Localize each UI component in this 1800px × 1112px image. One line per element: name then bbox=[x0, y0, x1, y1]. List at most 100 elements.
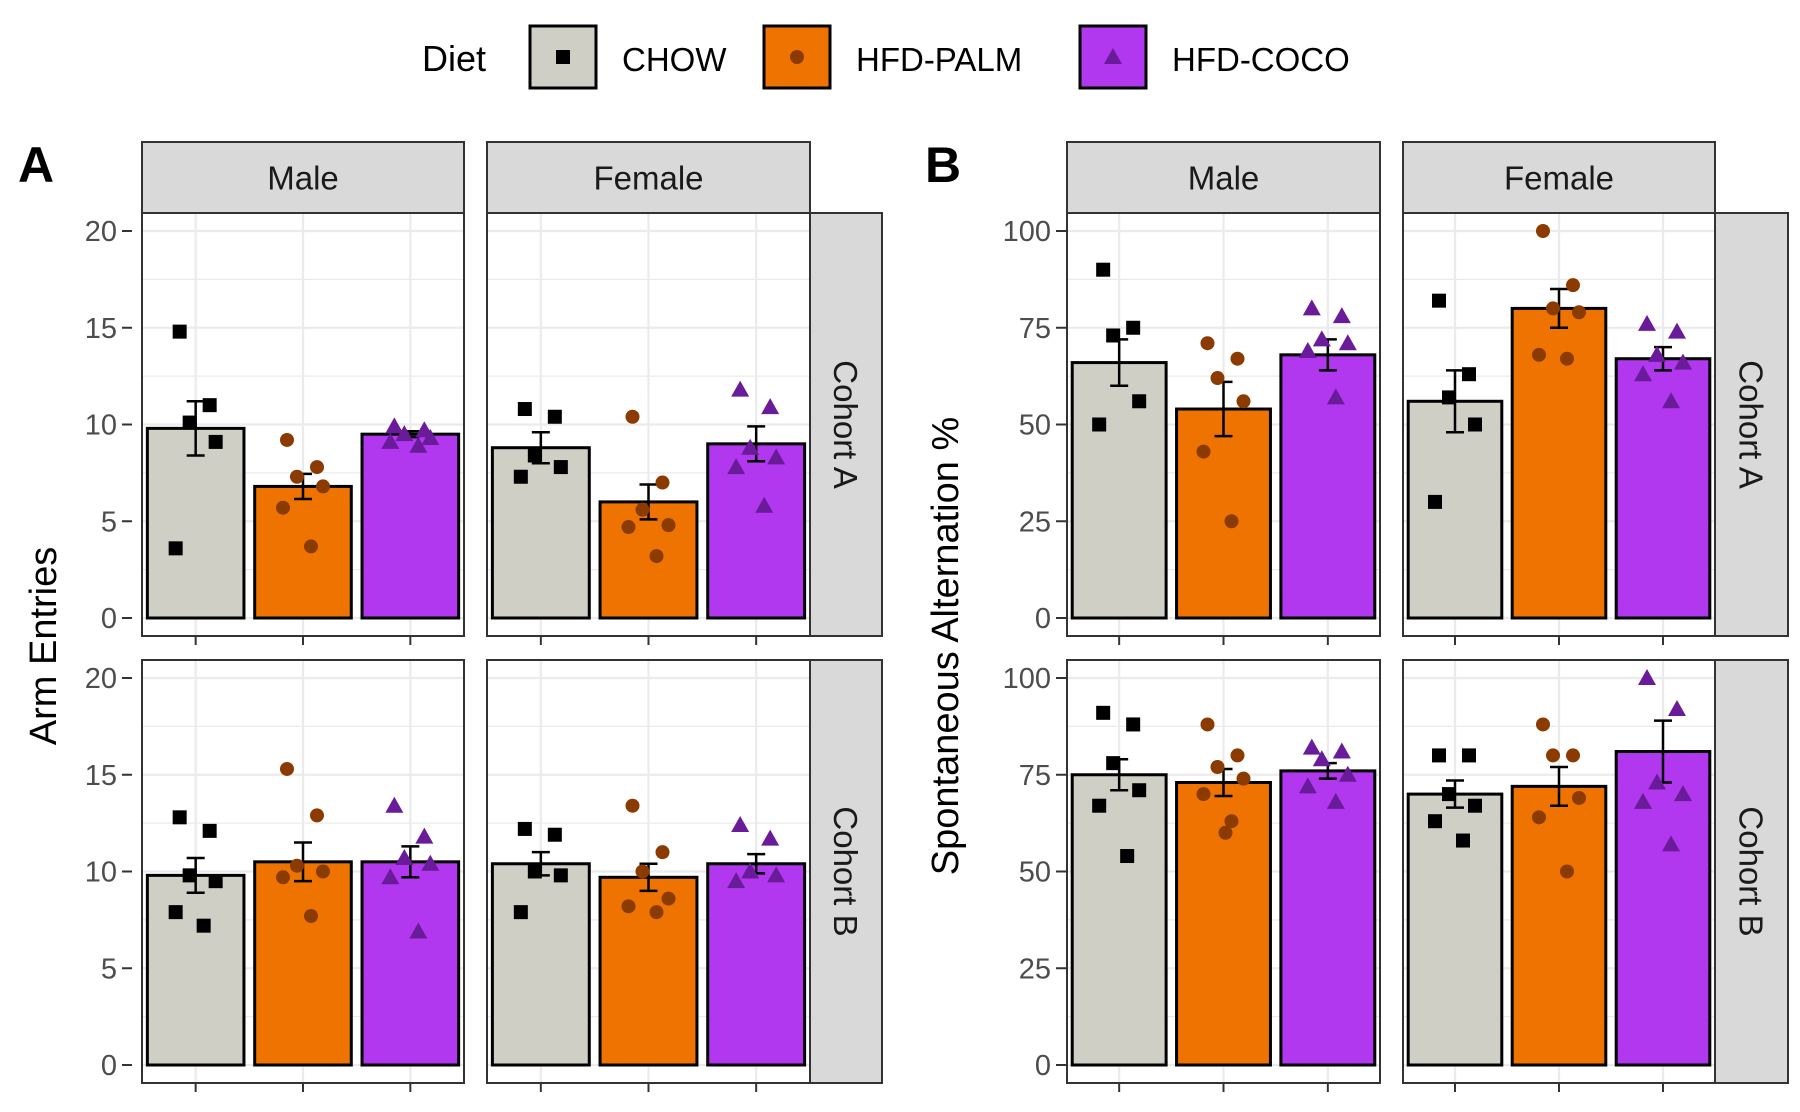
y-tick-label-b: 50 bbox=[1019, 410, 1051, 442]
panel-label-a: A bbox=[18, 137, 54, 193]
bar-chow bbox=[490, 862, 591, 1067]
row-strip-b-cohort-b bbox=[1714, 659, 1789, 1084]
data-point-hfd-palm bbox=[661, 891, 676, 906]
bar-chow bbox=[1070, 773, 1168, 1067]
data-point-hfd-palm bbox=[1546, 301, 1560, 316]
row-strip-a-cohort-a bbox=[809, 212, 883, 637]
data-point-hfd-coco bbox=[741, 862, 760, 879]
y-axis-title-a: Arm Entries bbox=[23, 547, 65, 745]
data-point-chow bbox=[208, 434, 223, 449]
data-point-chow bbox=[1468, 417, 1482, 432]
data-point-hfd-palm bbox=[1210, 371, 1225, 386]
data-point-chow bbox=[547, 409, 562, 424]
data-point-hfd-palm bbox=[290, 858, 304, 873]
y-tick-label-a: 20 bbox=[85, 663, 117, 695]
data-point-chow bbox=[202, 823, 217, 838]
data-point-chow bbox=[547, 827, 562, 842]
data-point-hfd-palm bbox=[621, 899, 636, 914]
data-point-chow bbox=[1442, 390, 1456, 405]
data-point-chow bbox=[1456, 833, 1470, 848]
data-point-hfd-coco bbox=[1326, 388, 1345, 405]
data-point-chow bbox=[1096, 262, 1111, 277]
bar-hfd-palm bbox=[1175, 780, 1272, 1067]
legend-marker-chow bbox=[556, 50, 570, 64]
y-tick-label-b: 25 bbox=[1019, 953, 1051, 985]
data-point-hfd-palm bbox=[1546, 748, 1560, 763]
y-tick-label-a: 10 bbox=[85, 410, 117, 442]
data-point-chow bbox=[182, 868, 197, 883]
data-point-hfd-coco bbox=[1338, 334, 1357, 351]
y-tick-label-a: 0 bbox=[101, 1050, 117, 1082]
y-tick-label-b: 50 bbox=[1019, 857, 1051, 889]
bar-chow bbox=[490, 446, 591, 620]
data-point-hfd-coco bbox=[421, 429, 440, 446]
data-point-chow bbox=[1432, 293, 1446, 308]
data-point-hfd-palm bbox=[1224, 514, 1239, 529]
panel-border bbox=[1402, 212, 1716, 637]
data-point-chow bbox=[517, 402, 532, 417]
data-point-hfd-palm bbox=[280, 761, 294, 776]
data-point-hfd-palm bbox=[316, 864, 330, 879]
data-point-hfd-palm bbox=[1230, 351, 1245, 366]
row-strip-b-cohort-a bbox=[1714, 212, 1789, 637]
data-point-hfd-palm bbox=[1566, 278, 1580, 293]
facet-panel-b-female-cohort-a bbox=[1402, 212, 1716, 645]
data-point-hfd-palm bbox=[304, 909, 318, 924]
data-point-hfd-palm bbox=[649, 549, 664, 564]
data-point-chow bbox=[553, 868, 568, 883]
y-tick-label-b: 75 bbox=[1019, 760, 1051, 792]
data-point-hfd-palm bbox=[1566, 748, 1580, 763]
data-point-hfd-coco bbox=[731, 816, 750, 833]
data-point-hfd-coco bbox=[731, 380, 750, 397]
data-point-hfd-coco bbox=[1332, 307, 1351, 324]
data-point-hfd-coco bbox=[385, 417, 404, 434]
bar-hfd-palm bbox=[253, 484, 353, 620]
facet-label-b-female: Female bbox=[1504, 160, 1614, 197]
data-point-chow bbox=[208, 874, 223, 889]
data-point-chow bbox=[1462, 367, 1476, 382]
data-point-hfd-coco bbox=[1312, 330, 1331, 347]
data-point-hfd-palm bbox=[1224, 814, 1239, 829]
plot-area: Male Female Cohort A 0 5 10 15 20 Cohort B 0 5 10 15… bbox=[85, 141, 1789, 1092]
y-tick-label-b: 25 bbox=[1019, 506, 1051, 538]
data-point-hfd-palm bbox=[1572, 790, 1586, 805]
row-label-a-cohort-a: Cohort A bbox=[827, 360, 864, 488]
data-point-hfd-coco bbox=[741, 438, 760, 455]
legend-label-hfd-palm: HFD-PALM bbox=[856, 41, 1022, 78]
data-point-hfd-coco bbox=[1638, 314, 1656, 331]
data-point-chow bbox=[1120, 849, 1135, 864]
data-point-hfd-coco bbox=[761, 829, 780, 846]
legend-item-chow: CHOW bbox=[528, 24, 727, 90]
y-tick-label-a: 5 bbox=[101, 953, 117, 985]
data-point-hfd-coco bbox=[409, 436, 428, 453]
data-point-hfd-palm bbox=[280, 432, 294, 447]
bar-hfd-coco bbox=[360, 432, 461, 620]
data-point-hfd-palm bbox=[621, 520, 636, 535]
data-point-hfd-palm bbox=[276, 500, 290, 515]
data-point-chow bbox=[1442, 787, 1456, 802]
data-point-hfd-coco bbox=[1634, 792, 1652, 809]
data-point-hfd-palm bbox=[635, 502, 650, 517]
panel-border bbox=[1066, 212, 1381, 637]
data-point-hfd-coco bbox=[1662, 835, 1680, 852]
panel-border bbox=[1066, 659, 1381, 1084]
legend-marker-hfd-palm bbox=[790, 50, 804, 64]
bar-chow bbox=[145, 426, 246, 620]
bar-hfd-coco bbox=[1614, 750, 1712, 1067]
legend-title: Diet bbox=[422, 38, 486, 79]
data-point-hfd-coco bbox=[767, 448, 786, 465]
y-tick-label-a: 0 bbox=[101, 603, 117, 635]
legend-item-hfd-palm: HFD-PALM bbox=[762, 24, 1022, 90]
facet-panel-a-male-cohort-b bbox=[141, 659, 465, 1092]
data-point-hfd-coco bbox=[1298, 777, 1317, 794]
data-point-chow bbox=[196, 918, 211, 933]
y-tick-label-a: 15 bbox=[85, 760, 117, 792]
facet-panel-b-male-cohort-a bbox=[1066, 212, 1381, 645]
data-point-hfd-coco bbox=[767, 866, 786, 883]
bar-hfd-coco bbox=[706, 862, 807, 1067]
bar-chow bbox=[1070, 361, 1168, 620]
bar-hfd-palm bbox=[1175, 407, 1272, 620]
data-point-hfd-coco bbox=[1638, 669, 1656, 685]
y-tick-label-a: 5 bbox=[101, 506, 117, 538]
bar-chow bbox=[1406, 792, 1504, 1067]
